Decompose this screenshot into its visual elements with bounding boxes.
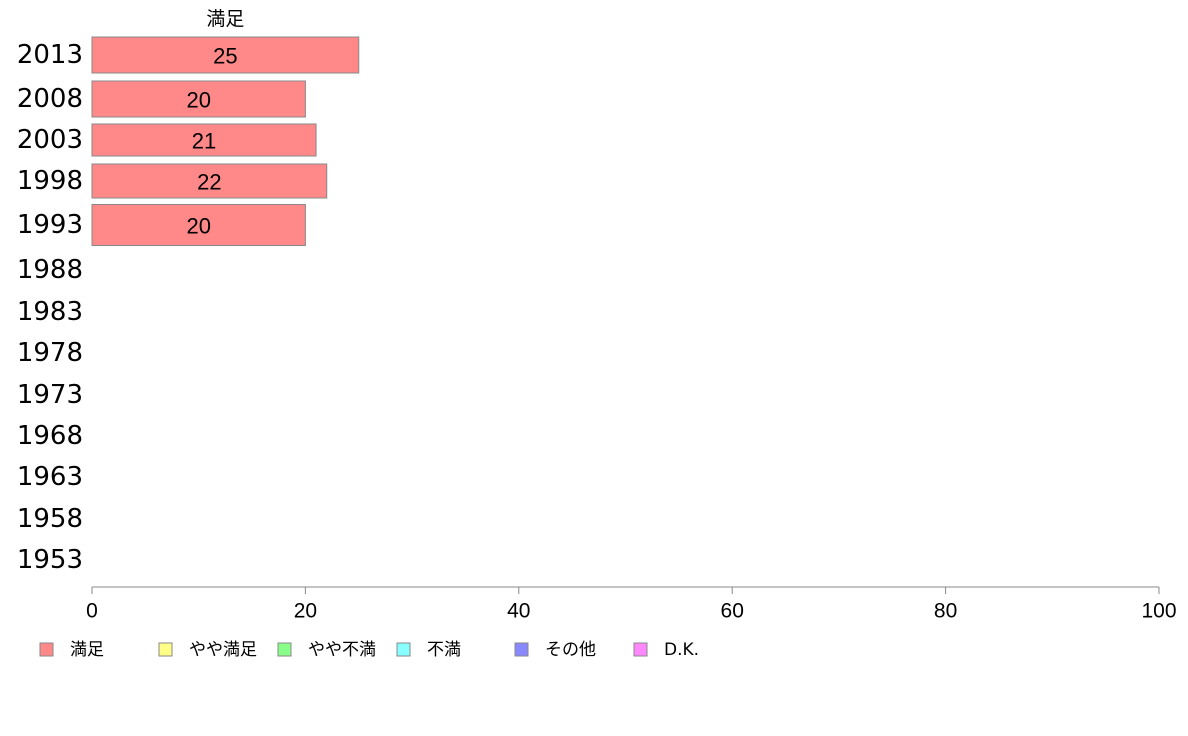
legend-swatch	[158, 642, 173, 657]
x-tick-label: 80	[934, 600, 957, 623]
category-label: 2008	[17, 84, 83, 114]
legend-label: その他	[545, 640, 596, 660]
x-tick-label: 0	[86, 600, 98, 623]
legend-label: D.K.	[664, 640, 699, 660]
category-label: 1983	[17, 297, 83, 327]
legend-label: 不満	[427, 640, 461, 660]
bar	[91, 204, 306, 246]
bar	[91, 163, 328, 199]
legend-swatch	[633, 642, 648, 657]
legend-swatch	[396, 642, 411, 657]
legend-label: やや満足	[189, 640, 257, 660]
category-label: 1958	[17, 504, 83, 534]
data-label: 20	[186, 88, 210, 113]
legend-swatch	[514, 642, 529, 657]
bar	[91, 80, 306, 118]
legend-label: やや不満	[308, 640, 376, 660]
x-tick-label: 20	[294, 600, 317, 623]
category-label: 1963	[17, 462, 83, 492]
category-label: 1973	[17, 380, 83, 410]
category-label: 1993	[17, 210, 83, 240]
data-label: 22	[197, 170, 221, 195]
series-header-labels: 満足	[206, 8, 244, 30]
category-label: 1998	[17, 166, 83, 196]
category-label: 1988	[17, 255, 83, 285]
data-label: 25	[213, 44, 237, 69]
category-label: 1978	[17, 338, 83, 368]
x-tick-label: 100	[1141, 600, 1176, 623]
category-label: 2013	[17, 40, 83, 70]
x-axis: 0 20 40 60 80 100	[86, 586, 1177, 623]
bar	[91, 123, 317, 157]
legend-label: 満足	[70, 640, 104, 660]
x-tick-label: 60	[721, 600, 744, 623]
legend: 満足 やや満足 やや不満 不満 その他 D.K.	[39, 640, 699, 660]
x-tick-label: 40	[507, 600, 530, 623]
category-label: 2003	[17, 125, 83, 155]
category-label: 1968	[17, 421, 83, 451]
legend-swatch	[39, 642, 54, 657]
category-label: 1953	[17, 545, 83, 575]
bar	[91, 36, 360, 74]
category-labels: 2013 2008 2003 1998 1993 1988 1983 1978 1973 1968…	[17, 40, 83, 575]
data-label: 20	[186, 214, 210, 239]
series-header-label: 満足	[206, 8, 244, 30]
legend-swatch	[277, 642, 292, 657]
data-label: 21	[192, 129, 216, 154]
